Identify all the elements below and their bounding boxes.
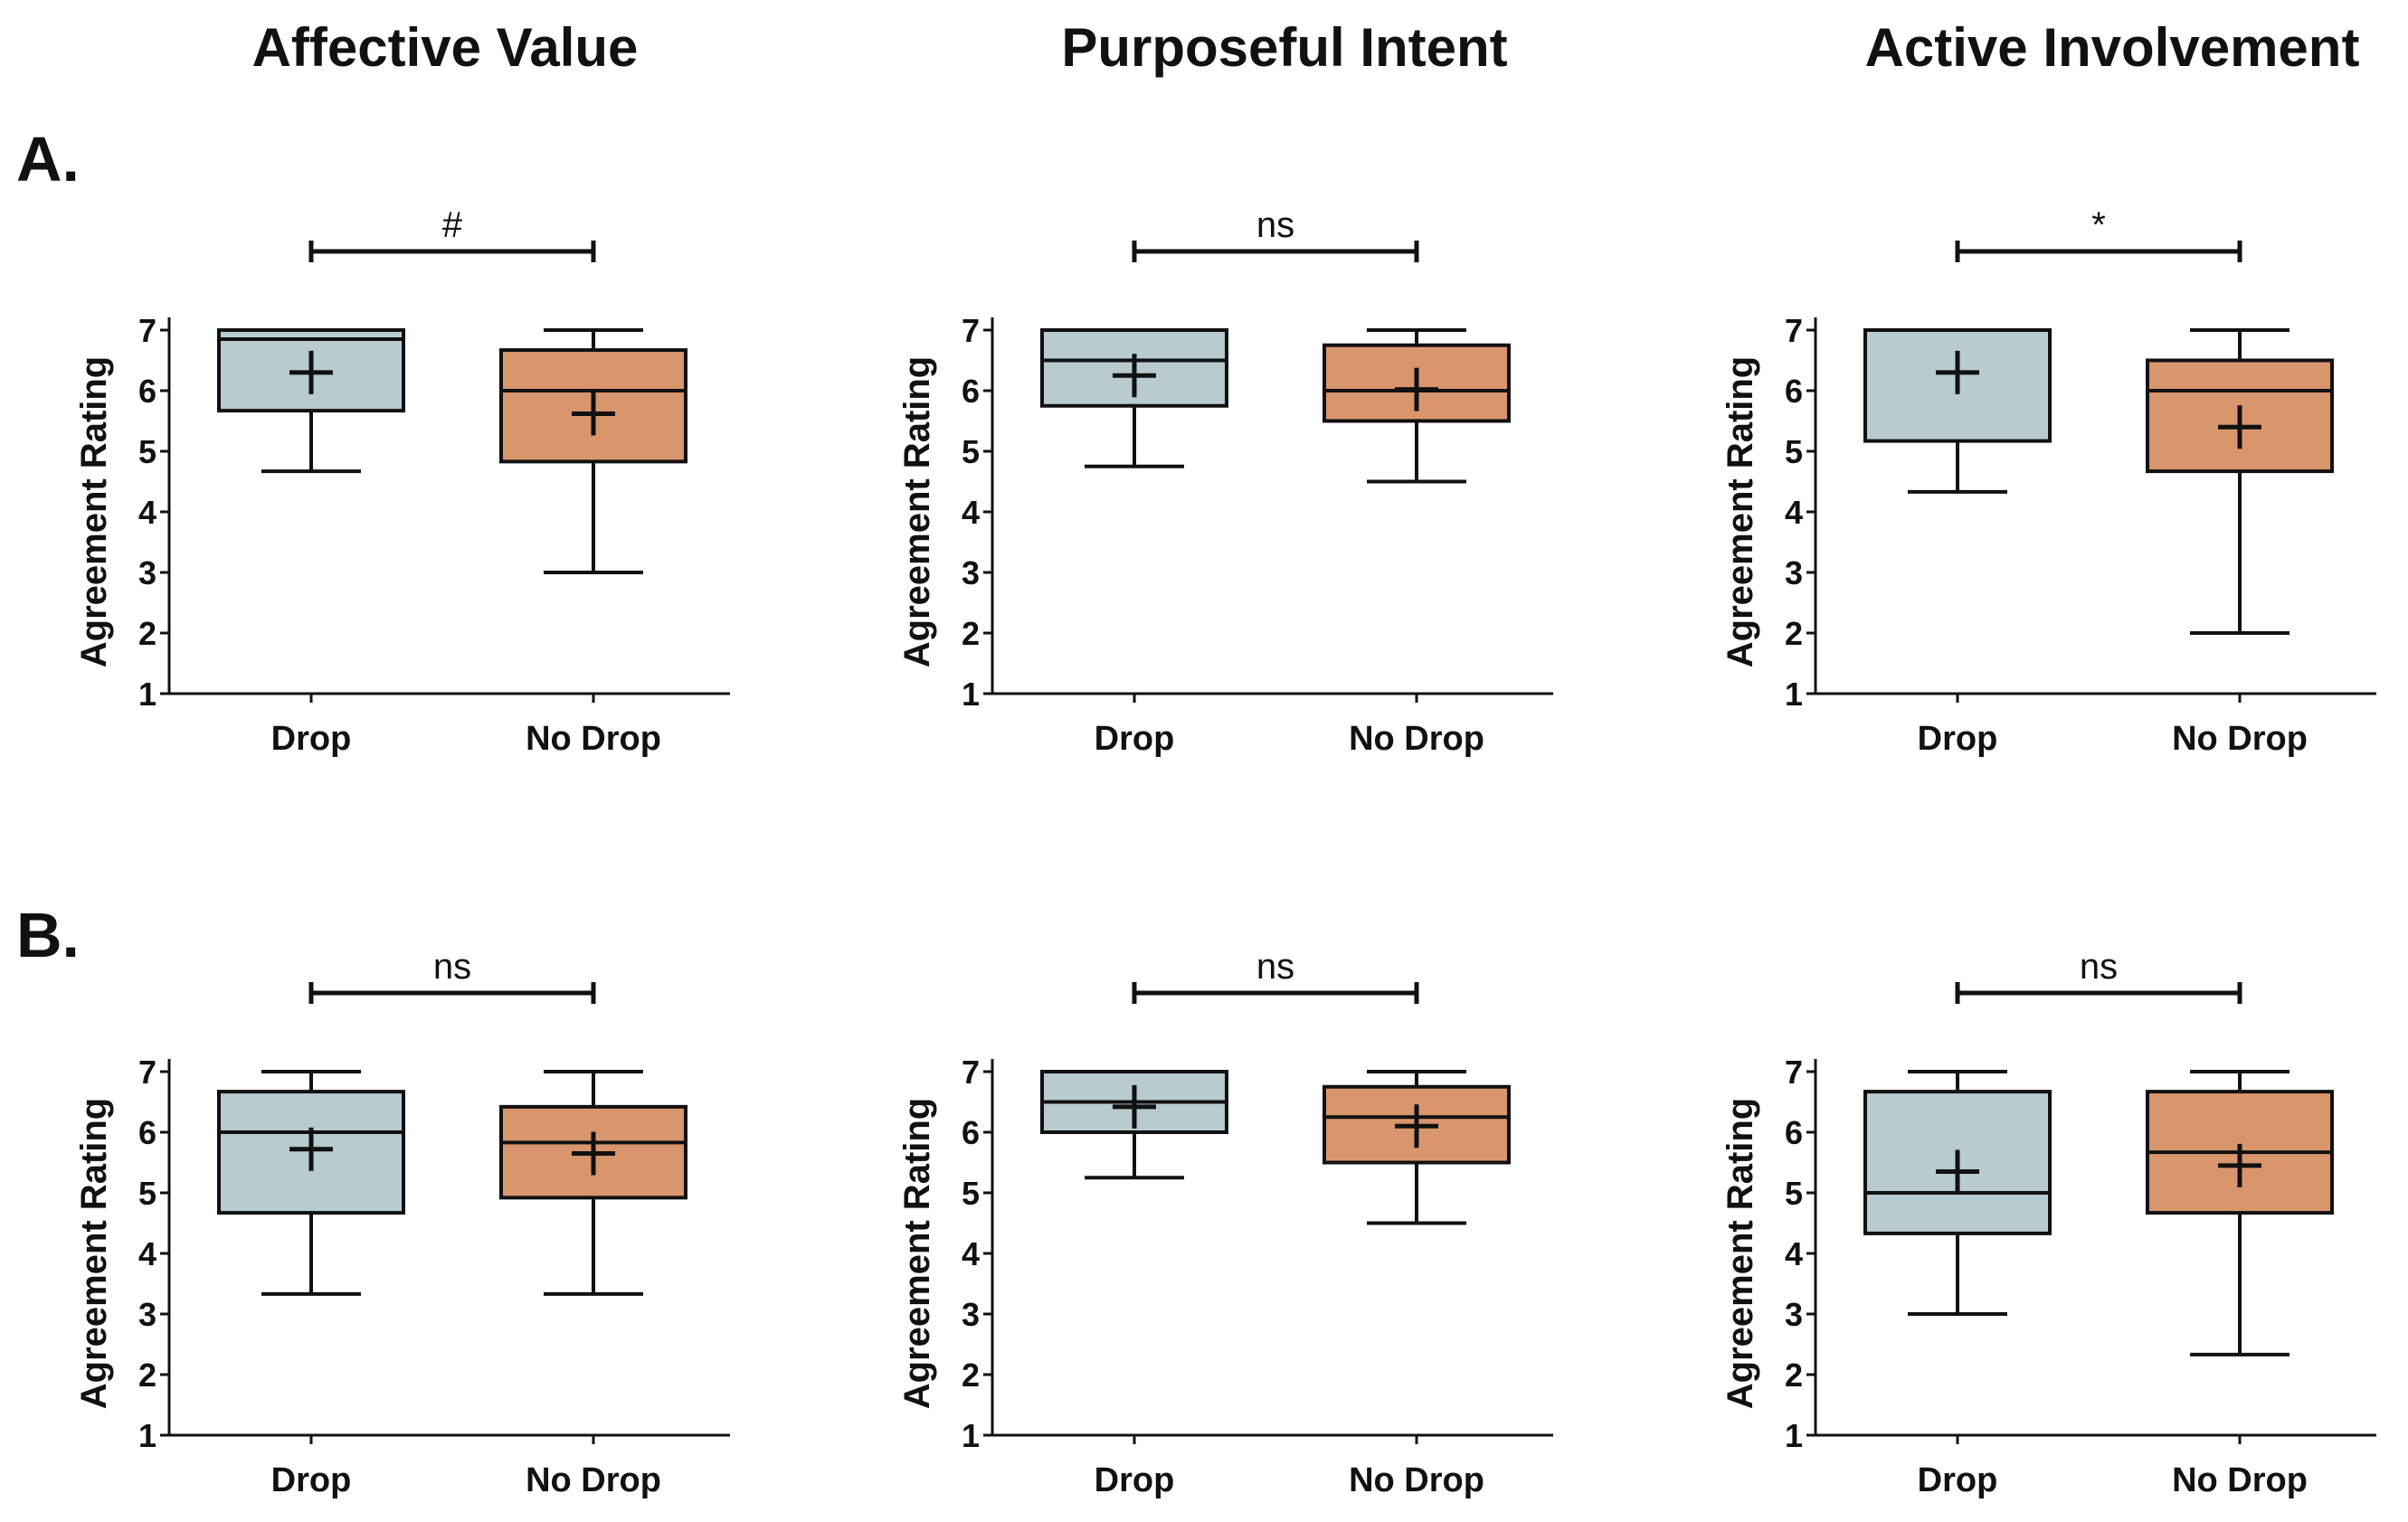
- y-axis-label: Agreement Rating: [74, 356, 114, 668]
- y-tick-label: 4: [1785, 494, 1803, 531]
- y-tick-label: 1: [962, 1417, 980, 1454]
- y-tick-label: 4: [962, 494, 980, 531]
- y-tick-label: 3: [138, 554, 156, 591]
- y-axis-label: Agreement Rating: [74, 1098, 114, 1410]
- panel-b-affective-value: 1 2 3 4 5 6 7 Agreement Rating Drop No Drop ns: [74, 947, 730, 1499]
- x-tick-label-no-drop: No Drop: [2172, 1461, 2308, 1499]
- box-no-drop: [2146, 328, 2334, 635]
- y-tick-label: 1: [1785, 676, 1803, 713]
- y-tick-label: 6: [1785, 373, 1803, 410]
- x-tick-label-drop: Drop: [1918, 1461, 1998, 1499]
- y-tick-label: 7: [138, 312, 156, 349]
- y-tick-label: 1: [1785, 1417, 1803, 1454]
- column-title-purposeful-intent: Purposeful Intent: [1061, 17, 1507, 78]
- significance-label: ns: [2080, 947, 2118, 987]
- box-drop: [1040, 1070, 1228, 1180]
- y-tick-label: 5: [962, 1175, 980, 1212]
- y-tick-label: 7: [138, 1054, 156, 1091]
- y-tick-label: 5: [1785, 1175, 1803, 1212]
- significance-label: ns: [433, 947, 471, 987]
- significance-label: ns: [1256, 205, 1294, 245]
- y-tick-label: 4: [962, 1235, 980, 1272]
- box-no-drop: [2146, 1070, 2334, 1357]
- significance-label: *: [2091, 205, 2106, 245]
- y-tick-label: 3: [1785, 554, 1803, 591]
- y-tick-label: 3: [138, 1296, 156, 1333]
- x-tick-label-no-drop: No Drop: [526, 1461, 661, 1499]
- y-tick-label: 5: [138, 433, 156, 470]
- y-axis-label: Agreement Rating: [1721, 356, 1760, 668]
- box-drop: [1863, 328, 2052, 494]
- panel-a-active-involvement: 1 2 3 4 5 6 7 Agreement Rating Drop No Drop *: [1721, 205, 2376, 758]
- y-tick-label: 4: [138, 1235, 156, 1272]
- y-tick-label: 2: [1785, 1357, 1803, 1394]
- y-tick-label: 4: [1785, 1235, 1803, 1272]
- significance-bracket: ns: [1955, 947, 2242, 1004]
- row-label-a: A.: [16, 124, 80, 194]
- box-no-drop: [1323, 1070, 1511, 1225]
- y-tick-label: 7: [1785, 1054, 1803, 1091]
- x-tick-label-drop: Drop: [1095, 720, 1175, 758]
- significance-bracket: ns: [1132, 947, 1419, 1004]
- x-tick-label-no-drop: No Drop: [2172, 720, 2308, 758]
- y-tick-label: 3: [1785, 1296, 1803, 1333]
- panel-b-active-involvement: 1 2 3 4 5 6 7 Agreement Rating Drop No Drop ns: [1721, 947, 2376, 1499]
- box-no-drop: [499, 328, 687, 574]
- column-title-active-involvement: Active Involvement: [1865, 17, 2360, 78]
- y-tick-label: 5: [138, 1175, 156, 1212]
- column-title-affective-value: Affective Value: [252, 17, 639, 78]
- x-tick-label-drop: Drop: [1918, 720, 1998, 758]
- x-tick-label-no-drop: No Drop: [1349, 720, 1484, 758]
- y-tick-label: 1: [138, 1417, 156, 1454]
- x-tick-label-drop: Drop: [1095, 1461, 1175, 1499]
- y-tick-label: 6: [962, 373, 980, 410]
- box-drop: [1863, 1070, 2052, 1316]
- significance-bracket: ns: [1132, 205, 1419, 262]
- x-tick-label-drop: Drop: [271, 720, 352, 758]
- y-tick-label: 2: [138, 1357, 156, 1394]
- box-drop: [217, 1070, 405, 1296]
- y-axis-label: Agreement Rating: [897, 356, 937, 668]
- x-tick-label-no-drop: No Drop: [526, 720, 661, 758]
- y-tick-label: 2: [1785, 615, 1803, 652]
- panel-a-purposeful-intent: 1 2 3 4 5 6 7 Agreement Rating Drop No Drop ns: [897, 205, 1553, 758]
- y-tick-label: 3: [962, 554, 980, 591]
- y-tick-label: 1: [138, 676, 156, 713]
- box-no-drop: [1323, 328, 1511, 484]
- panel-a-affective-value: 1 2 3 4 5 6 7 Agreement Rating Drop No Drop #: [74, 205, 730, 758]
- significance-label: ns: [1256, 947, 1294, 987]
- box-drop: [217, 328, 405, 474]
- y-axis-label: Agreement Rating: [897, 1098, 937, 1410]
- x-tick-label-drop: Drop: [271, 1461, 352, 1499]
- y-tick-label: 5: [962, 433, 980, 470]
- box-drop: [1040, 328, 1228, 468]
- y-tick-label: 2: [962, 1357, 980, 1394]
- y-axis-label: Agreement Rating: [1721, 1098, 1760, 1410]
- y-tick-label: 2: [962, 615, 980, 652]
- y-tick-label: 7: [962, 1054, 980, 1091]
- y-tick-label: 6: [138, 373, 156, 410]
- y-tick-label: 6: [138, 1114, 156, 1151]
- y-tick-label: 3: [962, 1296, 980, 1333]
- y-tick-label: 5: [1785, 433, 1803, 470]
- significance-label: #: [442, 205, 463, 245]
- y-tick-label: 2: [138, 615, 156, 652]
- y-tick-label: 4: [138, 494, 156, 531]
- y-tick-label: 6: [1785, 1114, 1803, 1151]
- x-tick-label-no-drop: No Drop: [1349, 1461, 1484, 1499]
- y-tick-label: 1: [962, 676, 980, 713]
- significance-bracket: ns: [308, 947, 596, 1004]
- y-tick-label: 6: [962, 1114, 980, 1151]
- significance-bracket: #: [308, 205, 596, 262]
- box-no-drop: [499, 1070, 687, 1296]
- significance-bracket: *: [1955, 205, 2242, 262]
- y-tick-label: 7: [962, 312, 980, 349]
- panel-b-purposeful-intent: 1 2 3 4 5 6 7 Agreement Rating Drop No Drop ns: [897, 947, 1553, 1499]
- y-tick-label: 7: [1785, 312, 1803, 349]
- row-label-b: B.: [16, 900, 80, 970]
